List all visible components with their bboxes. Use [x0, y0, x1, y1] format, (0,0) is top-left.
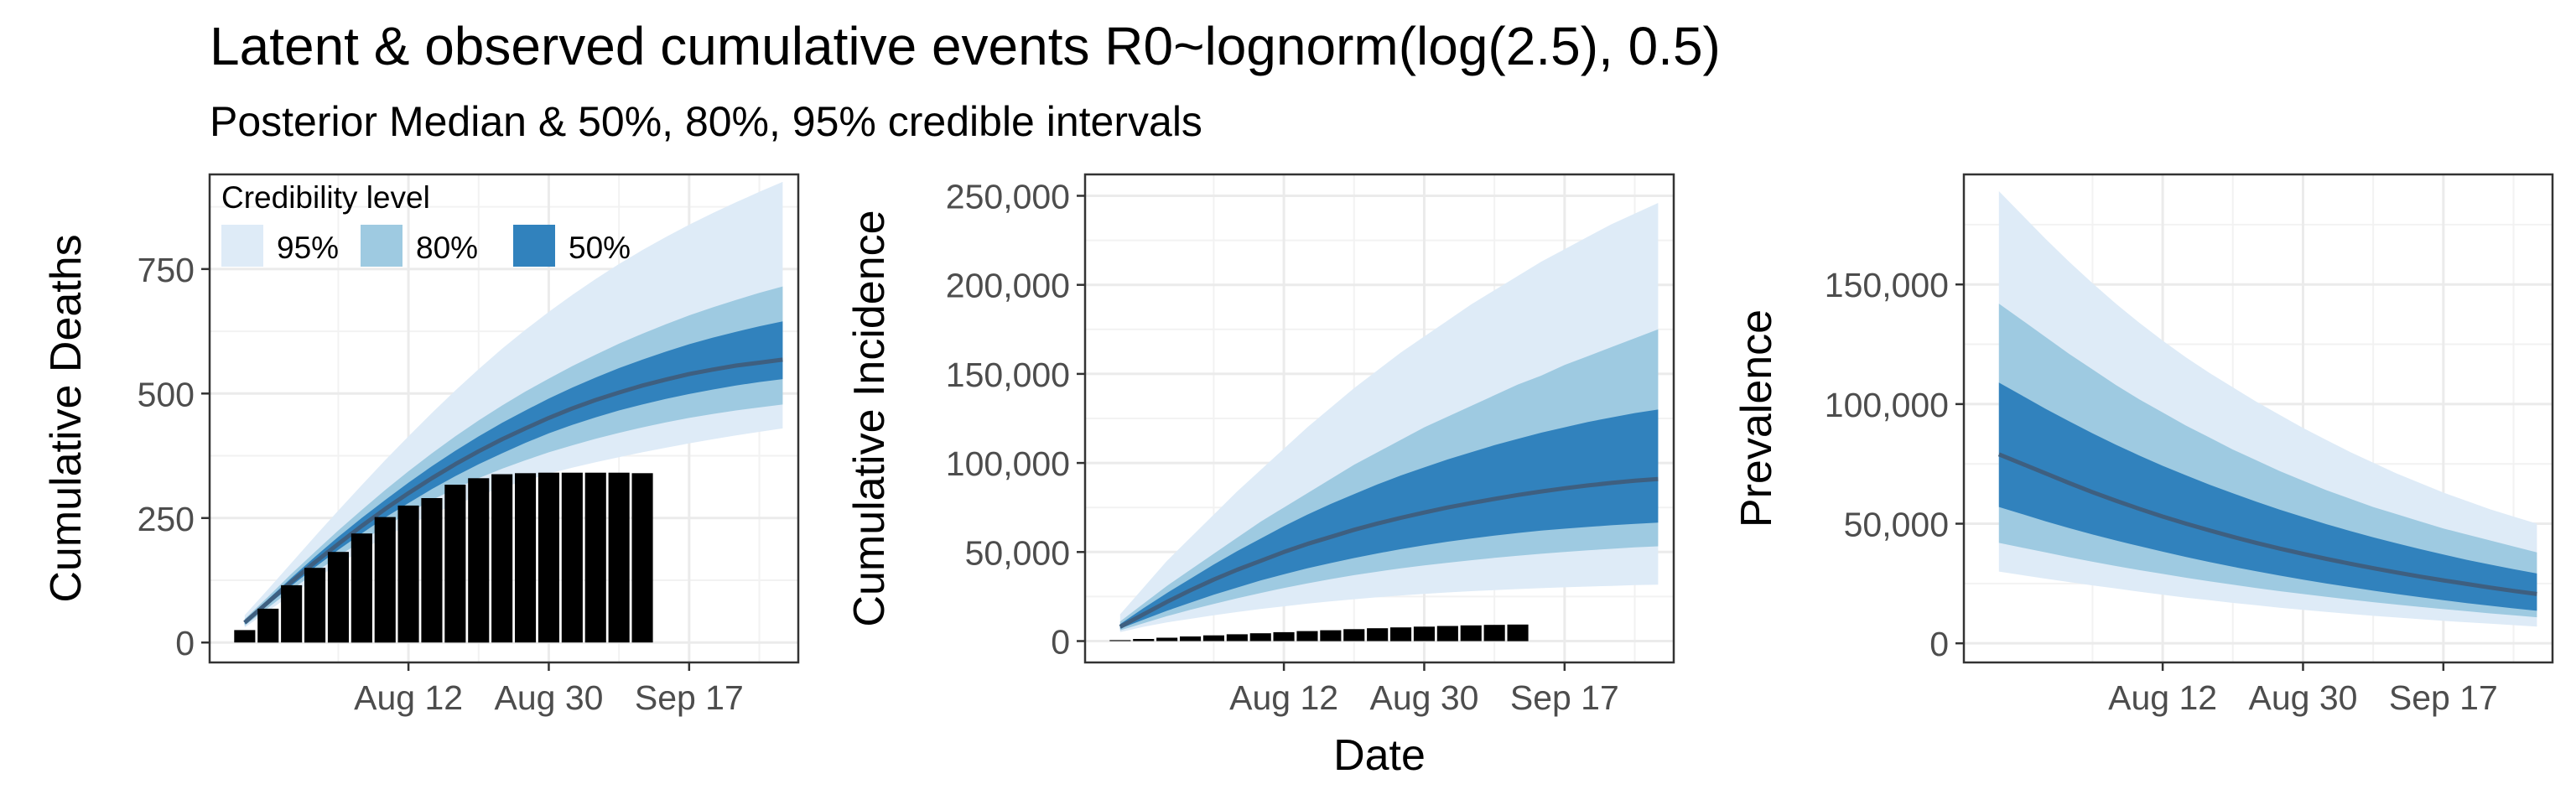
observed-bar [1109, 640, 1131, 641]
observed-bar [1273, 631, 1295, 641]
observed-bar [515, 473, 537, 643]
observed-bar [1436, 626, 1458, 641]
y-tick-label: 0 [1051, 623, 1070, 662]
x-tick-label: Aug 30 [494, 678, 603, 717]
y-tick-label: 50,000 [1844, 506, 1949, 544]
legend-title: Credibility level [221, 180, 430, 215]
legend-item-95: 95% [221, 225, 339, 267]
band-50-area [1998, 382, 2537, 611]
x-tick-label: Sep 17 [1510, 678, 1619, 717]
observed-bar [234, 630, 256, 643]
y-tick-label: 0 [175, 624, 195, 662]
observed-bar [631, 473, 653, 643]
y-tick-label: 250 [138, 500, 195, 538]
y-tick-label: 100,000 [1825, 386, 1949, 424]
y-tick-label: 250,000 [946, 177, 1070, 216]
observed-bar [257, 608, 279, 643]
observed-bar [351, 533, 372, 643]
observed-bar [444, 485, 466, 643]
x-axis-title: Date [1333, 731, 1426, 780]
observed-bar [1483, 625, 1505, 641]
y-tick-label: 100,000 [946, 444, 1070, 483]
observed-bar [584, 472, 606, 643]
y-axis-title: Cumulative Deaths [42, 234, 91, 602]
panel-border [1083, 173, 1675, 664]
observed-bar [421, 498, 443, 643]
observed-bar [468, 478, 490, 643]
legend-item-50: 50% [513, 225, 631, 267]
median-line [1997, 452, 2537, 596]
observed-bar [1133, 639, 1155, 641]
median-line [1119, 476, 1659, 629]
x-tick-label: Sep 17 [2389, 678, 2498, 717]
observed-bar [1413, 626, 1435, 641]
legend: Credibility level 95% 80% 50% [221, 180, 631, 267]
x-tick-label: Sep 17 [635, 678, 744, 717]
x-tick-label: Aug 30 [2248, 678, 2357, 717]
legend-key [221, 225, 263, 267]
y-tick-label: 500 [138, 375, 195, 413]
legend-key [361, 225, 402, 267]
panel-border [1962, 173, 2554, 664]
panel-2: 0 50,000 100,000 150,000 200,000 250,000 Aug 1… [845, 173, 1675, 780]
y-axis-title: Prevalence [1732, 309, 1781, 527]
x-tick-label: Aug 12 [354, 678, 463, 717]
panel-3: 0 50,000 100,000 150,000 Aug 12 Aug 30 Sep 17 P… [1732, 173, 2554, 717]
legend-label: 50% [569, 231, 631, 265]
y-tick-label: 50,000 [965, 533, 1070, 572]
x-tick-label: Aug 12 [1229, 678, 1338, 717]
observed-bar [397, 505, 419, 643]
x-tick-label: Aug 12 [2108, 678, 2217, 717]
panel-border [208, 173, 800, 664]
legend-item-80: 80% [361, 225, 478, 267]
chart-subtitle: Posterior Median & 50%, 80%, 95% credibl… [210, 98, 1202, 145]
observed-bar [1320, 630, 1342, 641]
legend-key [513, 225, 555, 267]
observed-bar [281, 584, 303, 643]
observed-bar [1390, 627, 1412, 641]
y-tick-label: 200,000 [946, 267, 1070, 305]
observed-bar [327, 552, 349, 643]
y-tick-label: 150,000 [1825, 266, 1949, 304]
observed-bar [1296, 631, 1318, 641]
chart-title: Latent & observed cumulative events R0~l… [210, 16, 1721, 76]
panel-1: 0 250 500 750 Aug 12 Aug 30 Sep 17 Cumulative D… [42, 173, 800, 717]
observed-bar [561, 472, 583, 643]
observed-bar [1507, 624, 1529, 641]
observed-bar [304, 568, 326, 643]
legend-label: 95% [277, 231, 339, 265]
observed-bar [1180, 636, 1202, 641]
observed-bar [608, 472, 630, 643]
legend-label: 80% [416, 231, 478, 265]
y-axis-title: Cumulative Incidence [845, 210, 894, 626]
observed-bar [1202, 635, 1224, 641]
observed-bar [538, 472, 559, 643]
observed-bar [1343, 629, 1365, 641]
observed-bar [1249, 633, 1271, 641]
observed-bar [374, 517, 396, 643]
y-tick-label: 750 [138, 251, 195, 289]
observed-bar [491, 474, 513, 643]
band-50-area [244, 321, 783, 625]
y-tick-label: 0 [1929, 625, 1949, 663]
observed-bar [1156, 637, 1178, 641]
observed-bar [1367, 628, 1389, 641]
x-tick-label: Aug 30 [1369, 678, 1478, 717]
observed-bar [1460, 625, 1482, 641]
observed-bar [1226, 634, 1248, 641]
y-tick-label: 150,000 [946, 356, 1070, 394]
median-line [243, 357, 783, 625]
